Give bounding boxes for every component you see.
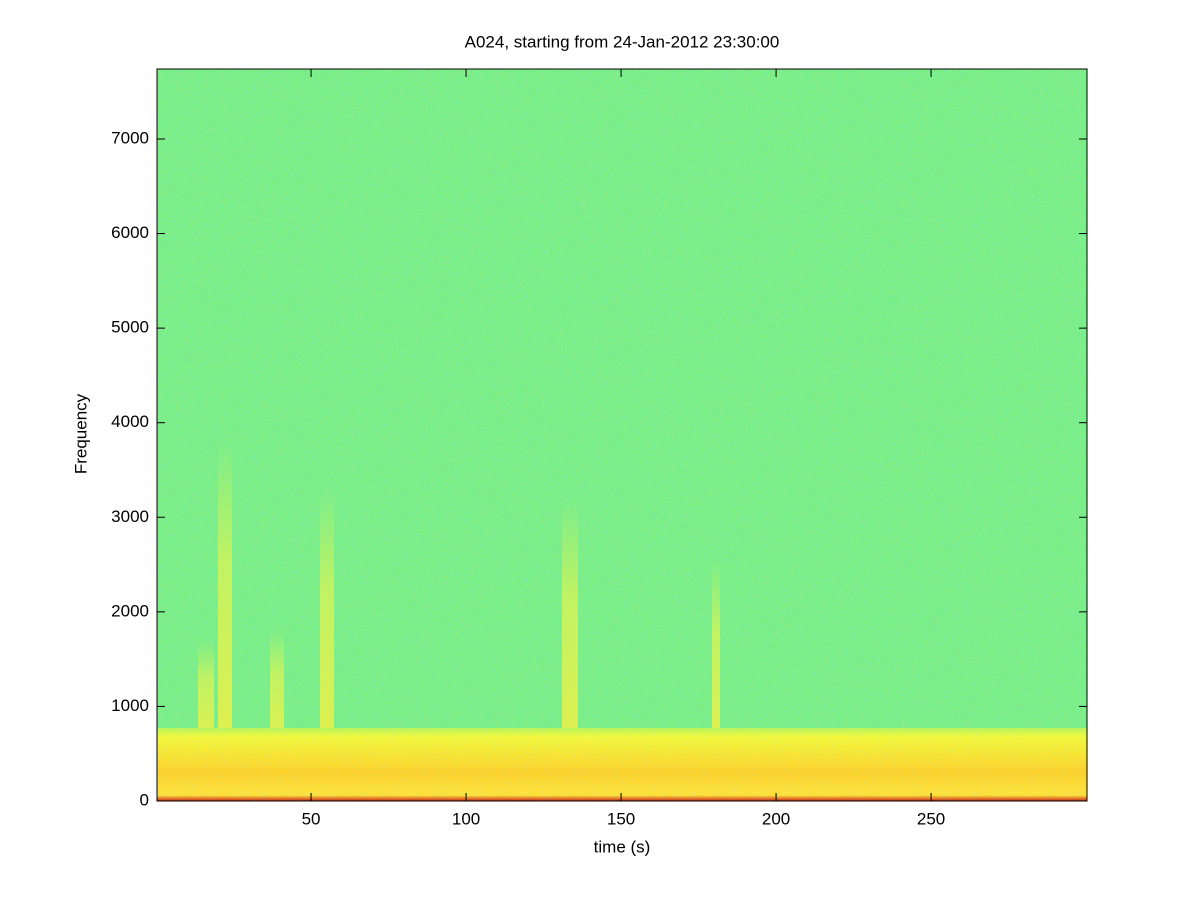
y-tick-label: 4000 [111,412,149,431]
x-axis-label: time (s) [594,837,651,856]
y-axis-label: Frequency [71,393,90,474]
spectrogram-image [157,69,1087,801]
x-tick-label: 50 [302,809,321,828]
chart-title: A024, starting from 24-Jan-2012 23:30:00 [465,32,780,51]
y-tick-label: 7000 [111,128,149,147]
y-tick-label: 1000 [111,696,149,715]
y-tick-label: 2000 [111,601,149,620]
x-tick-label: 200 [762,809,790,828]
y-tick-label: 5000 [111,318,149,337]
y-tick-label: 0 [140,790,149,809]
x-tick-label: 250 [917,809,945,828]
plot-frame [156,68,1088,802]
x-tick-label: 100 [452,809,480,828]
y-tick-label: 6000 [111,223,149,242]
x-tick-label: 150 [607,809,635,828]
y-tick-label: 3000 [111,507,149,526]
